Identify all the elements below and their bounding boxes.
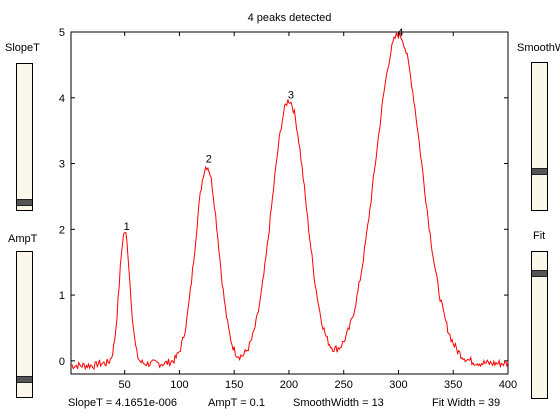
signal-line [70, 31, 509, 371]
status-ampt: AmpT = 0.1 [208, 397, 265, 409]
x-tick-label: 100 [170, 379, 188, 391]
smooth-slider-thumb[interactable] [532, 168, 547, 175]
x-tick-label: 350 [444, 379, 462, 391]
status-smoothwidth: SmoothWidth = 13 [293, 397, 384, 409]
x-tick-label: 200 [280, 379, 298, 391]
x-tick-label: 250 [335, 379, 353, 391]
y-tick-label: 1 [59, 290, 65, 302]
peak-label-2: 2 [206, 153, 212, 165]
slopet-slider-thumb[interactable] [17, 199, 32, 206]
x-tick-label: 300 [389, 379, 407, 391]
peak-label-1: 1 [124, 221, 130, 233]
y-tick-label: 0 [59, 356, 65, 368]
peak-label-4: 4 [397, 27, 403, 39]
fit-slider[interactable] [531, 251, 548, 399]
status-slopet: SlopeT = 4.1651e-006 [68, 397, 177, 409]
plot-axes-box [70, 31, 509, 375]
plot-title: 4 peaks detected [248, 12, 332, 24]
slopet-slider-label: SlopeT [5, 42, 40, 54]
slopet-slider[interactable] [16, 63, 33, 211]
y-tick-label: 5 [59, 27, 65, 39]
smooth-slider[interactable] [531, 62, 548, 211]
y-tick-label: 3 [59, 159, 65, 171]
smooth-slider-label: SmoothWidth [517, 42, 560, 54]
status-fitwidth: Fit Width = 39 [432, 397, 501, 409]
y-tick-label: 4 [59, 93, 65, 105]
ampt-slider[interactable] [16, 251, 33, 398]
x-tick-label: 400 [499, 379, 517, 391]
fit-slider-thumb[interactable] [532, 270, 547, 277]
fit-slider-label: Fit [533, 230, 546, 242]
peak-label-3: 3 [288, 89, 294, 101]
ampt-slider-label: AmpT [8, 233, 38, 245]
x-tick-label: 150 [225, 379, 243, 391]
x-tick-label: 50 [119, 379, 131, 391]
ampt-slider-thumb[interactable] [17, 376, 32, 383]
y-tick-label: 2 [59, 224, 65, 236]
